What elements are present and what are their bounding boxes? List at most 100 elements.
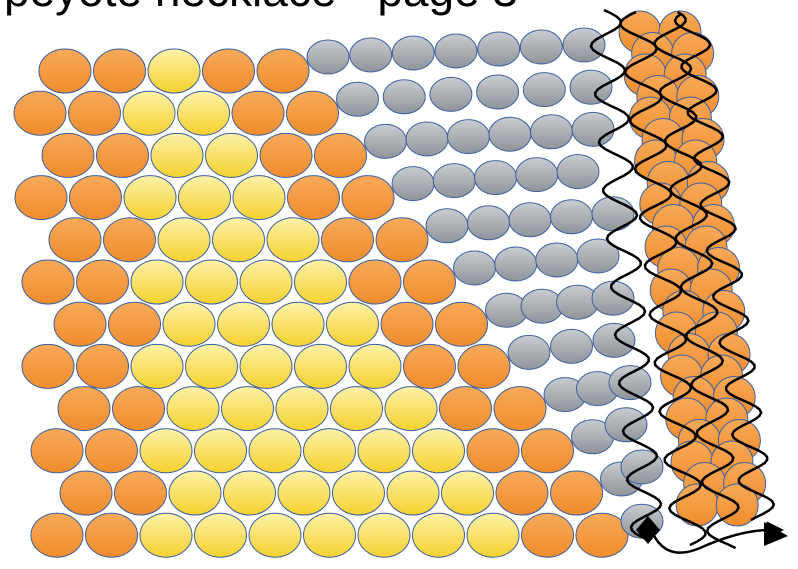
gray-bead [364,123,407,159]
yellow-bead [194,428,247,474]
yellow-bead [303,428,356,474]
gray-bead [453,250,496,286]
gray-bead [576,238,620,274]
gray-bead [571,111,615,147]
yellow-bead [217,301,270,347]
orange-bead [287,175,340,221]
yellow-bead [326,301,379,347]
orange-bead [348,259,402,305]
page-title: peyote necklace - page 3 [4,0,518,17]
yellow-bead [177,90,230,136]
gray-bead [550,328,593,364]
yellow-bead [271,301,325,347]
yellow-bead [294,259,347,305]
orange-bead [96,132,149,178]
orange-bead [114,470,167,516]
yellow-bead [178,175,231,221]
yellow-bead [275,386,329,432]
orange-bead [439,386,492,432]
yellow-bead [277,470,331,516]
gray-bead [474,160,517,196]
gray-bead [604,407,648,443]
yellow-bead [139,512,193,558]
yellow-bead [139,428,193,474]
orange-bead [21,343,75,389]
orange-bead [403,343,456,389]
orange-bead [108,301,161,347]
arrow-tip-icon [764,522,788,546]
yellow-bead [384,386,438,432]
yellow-bead [266,217,320,263]
gray-bead [434,33,478,69]
orange-bead [493,386,547,432]
yellow-bead [232,175,286,221]
orange-bead [48,217,102,263]
gray-bead [382,79,426,115]
yellow-bead [294,343,347,389]
yellow-bead [223,470,276,516]
gray-bead [562,27,606,63]
orange-bead [321,217,374,263]
yellow-bead [348,343,402,389]
orange-bead [59,470,113,516]
orange-bead [256,48,310,94]
yellow-bead [212,217,265,263]
yellow-bead [248,512,302,558]
orange-bead [30,428,84,474]
yellow-bead [412,512,465,558]
gray-bead [569,69,613,105]
thread-layer [589,8,788,554]
yellow-bead [248,428,302,474]
orange-bead [495,470,549,516]
orange-bead [57,386,111,432]
yellow-bead [185,343,238,389]
yellow-bead [162,301,216,347]
gray-bead [519,29,563,65]
yellow-bead [205,132,258,178]
orange-bead [41,132,95,178]
orange-bead [286,90,339,136]
thread-end-arrow [646,519,784,554]
gray-bead [535,242,579,278]
gray-bead [349,37,393,73]
gray-bead [405,121,449,157]
yellow-bead [221,386,274,432]
gray-bead [550,199,593,235]
gray-bead [391,35,435,71]
thread-line [653,10,740,550]
thread-start-diamond-icon [636,516,660,544]
orange-bead [38,48,92,94]
gray-bead [425,208,469,244]
thread-line [589,8,663,542]
orange-bead [435,301,488,347]
orange-bead [521,512,574,558]
orange-bead [93,48,146,94]
orange-bead [403,259,456,305]
orange-bead [575,512,629,558]
orange-bead [380,301,434,347]
orange-bead [202,48,255,94]
thread-line [673,12,776,522]
gray-bead [447,119,490,155]
yellow-bead [130,343,184,389]
gray-bead [507,334,551,370]
orange-bead [76,259,129,305]
orange-bead [69,175,122,221]
gray-bead [591,196,635,232]
yellow-bead [239,343,293,389]
orange-bead [466,428,520,474]
gray-bead [522,72,566,108]
orange-bead [341,175,395,221]
orange-bead [85,428,138,474]
yellow-bead [122,90,176,136]
yellow-bead [357,428,411,474]
yellow-bead [357,512,411,558]
yellow-bead [330,386,383,432]
orange-bead [13,90,67,136]
yellow-bead [147,48,201,94]
yellow-bead [150,132,204,178]
yellow-bead [123,175,177,221]
yellow-bead [168,470,222,516]
gray-bead [391,166,435,202]
